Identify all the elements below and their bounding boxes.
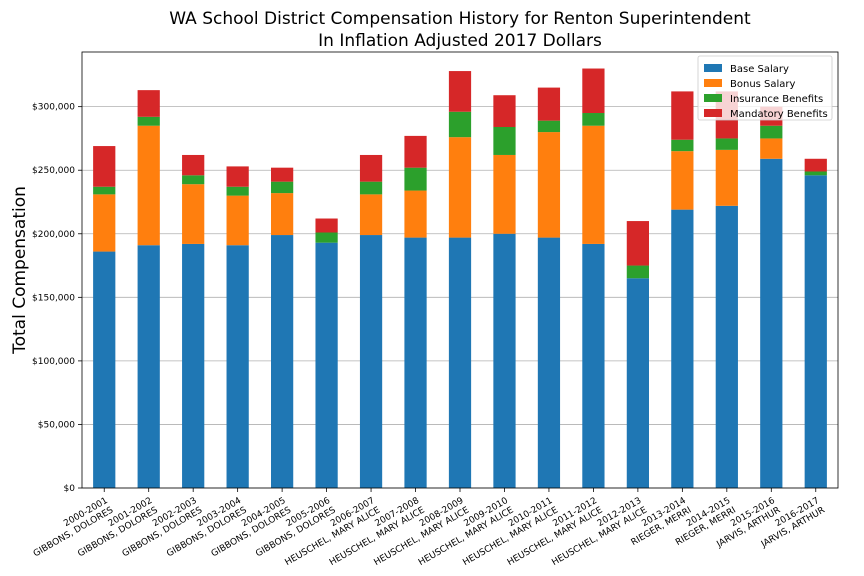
bar-mandatory-benefits	[448, 71, 472, 112]
bar-insurance-benefits	[804, 171, 827, 176]
bar-mandatory-benefits	[93, 146, 116, 187]
bar-insurance-benefits	[760, 125, 783, 139]
bar-insurance-benefits	[137, 116, 160, 126]
bar-bonus-salary	[537, 132, 561, 238]
bar-base-salary	[359, 235, 383, 488]
y-tick-label: $250,000	[32, 166, 75, 176]
bars-group	[93, 68, 827, 489]
bar-base-salary	[537, 237, 561, 488]
bar-insurance-benefits	[315, 232, 338, 243]
bar-bonus-salary	[404, 190, 427, 238]
bar-mandatory-benefits	[404, 135, 427, 168]
chart-subtitle: In Inflation Adjusted 2017 Dollars	[318, 31, 602, 51]
bar-insurance-benefits	[582, 113, 605, 126]
bar-base-salary	[804, 175, 827, 488]
bar-insurance-benefits	[626, 265, 649, 279]
bar-mandatory-benefits	[182, 154, 205, 176]
bar-mandatory-benefits	[582, 68, 605, 114]
bar-mandatory-benefits	[359, 154, 383, 182]
bar-mandatory-benefits	[315, 218, 338, 233]
bar-base-salary	[93, 251, 116, 488]
bar-insurance-benefits	[404, 167, 427, 191]
legend-swatch	[704, 109, 722, 117]
bar-mandatory-benefits	[626, 221, 649, 266]
bar-base-salary	[404, 237, 427, 488]
y-tick-label: $300,000	[32, 103, 75, 113]
x-ticks-group: 2000-2001GIBBONS, DOLORES2001-2002GIBBON…	[26, 488, 827, 568]
bar-bonus-salary	[359, 194, 383, 236]
y-tick-label: $200,000	[32, 230, 75, 240]
bar-mandatory-benefits	[226, 166, 249, 187]
bar-insurance-benefits	[493, 126, 516, 155]
bar-insurance-benefits	[182, 175, 205, 185]
bar-mandatory-benefits	[671, 91, 694, 140]
bar-mandatory-benefits	[137, 90, 160, 117]
bar-insurance-benefits	[671, 139, 694, 152]
bar-bonus-salary	[715, 149, 738, 206]
y-tick-label: $50,000	[38, 420, 75, 430]
bar-insurance-benefits	[359, 181, 383, 195]
y-ticks-group: $0 $50,000 $100,000 $150,000 $200,000 $250,00…	[32, 103, 82, 494]
bar-base-salary	[582, 243, 605, 488]
bar-insurance-benefits	[537, 120, 561, 133]
legend-label: Base Salary	[730, 64, 789, 75]
chart-title: WA School District Compensation History …	[169, 9, 751, 29]
bar-base-salary	[671, 209, 694, 489]
bar-base-salary	[493, 233, 516, 488]
legend-swatch	[704, 79, 722, 87]
bar-base-salary	[182, 243, 205, 488]
bar-bonus-salary	[137, 125, 160, 246]
legend-swatch	[704, 94, 722, 102]
bar-base-salary	[315, 242, 338, 488]
bar-bonus-salary	[182, 184, 205, 244]
legend: Base Salary Bonus Salary Insurance Benefit…	[697, 55, 833, 121]
bar-mandatory-benefits	[804, 158, 827, 172]
bar-base-salary	[226, 245, 249, 488]
legend-label: Bonus Salary	[730, 79, 796, 90]
bar-base-salary	[626, 278, 649, 488]
bar-bonus-salary	[493, 154, 516, 234]
bar-insurance-benefits	[715, 138, 738, 150]
bar-bonus-salary	[582, 125, 605, 244]
bar-base-salary	[760, 158, 783, 488]
y-tick-label: $100,000	[32, 357, 75, 367]
bar-base-salary	[715, 205, 738, 488]
legend-swatch	[704, 64, 722, 72]
bar-bonus-salary	[93, 194, 116, 252]
bar-bonus-salary	[671, 151, 694, 210]
bar-mandatory-benefits	[271, 167, 294, 182]
bar-base-salary	[271, 235, 294, 488]
bar-insurance-benefits	[448, 111, 472, 138]
x-tick-label: 2000-2001GIBBONS, DOLORES	[26, 496, 115, 560]
y-tick-label: $0	[64, 484, 76, 494]
bar-base-salary	[448, 237, 472, 488]
bar-mandatory-benefits	[537, 87, 561, 121]
legend-box	[697, 55, 833, 121]
legend-label: Mandatory Benefits	[730, 109, 828, 120]
bar-bonus-salary	[448, 137, 472, 238]
y-tick-label: $150,000	[32, 293, 75, 303]
legend-label: Insurance Benefits	[730, 94, 823, 105]
bar-base-salary	[137, 245, 160, 488]
bar-insurance-benefits	[271, 181, 294, 194]
bar-insurance-benefits	[226, 186, 249, 196]
y-axis-label: Total Compensation	[10, 186, 30, 355]
bar-bonus-salary	[760, 138, 783, 159]
bar-bonus-salary	[226, 195, 249, 246]
bar-insurance-benefits	[93, 186, 116, 195]
bar-bonus-salary	[271, 193, 294, 236]
bar-mandatory-benefits	[493, 95, 516, 127]
